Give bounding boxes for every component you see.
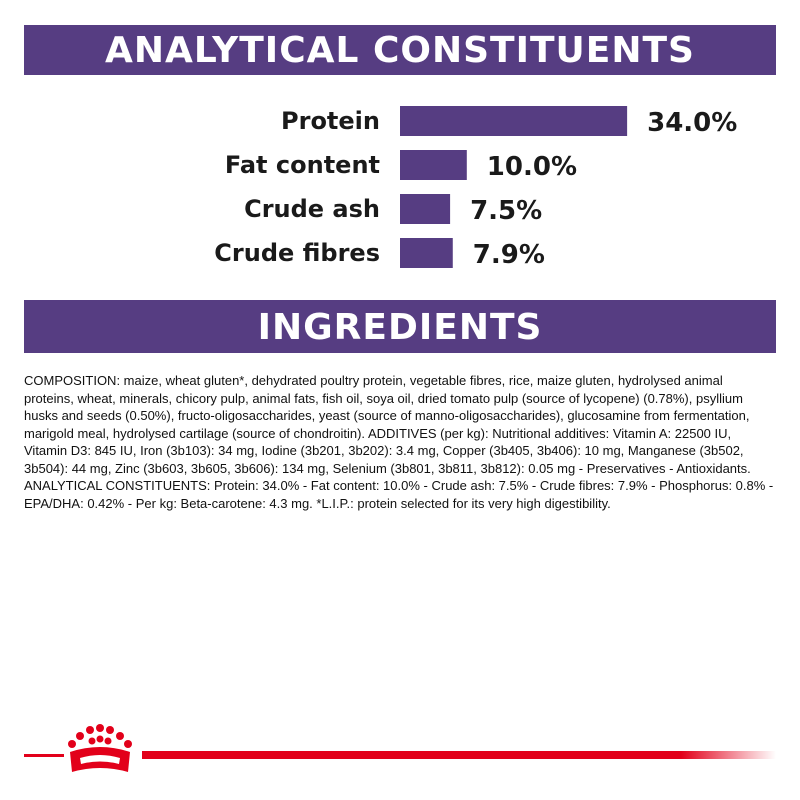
value-label: 7.9% bbox=[473, 240, 545, 270]
category-label: Crude fibres bbox=[214, 239, 380, 267]
category-label: Crude ash bbox=[244, 195, 380, 223]
bar bbox=[400, 150, 467, 180]
category-label: Protein bbox=[281, 107, 380, 135]
bar bbox=[400, 106, 628, 136]
value-label: 34.0% bbox=[647, 108, 737, 138]
bar bbox=[400, 238, 453, 268]
value-label: 7.5% bbox=[470, 196, 542, 226]
category-label: Fat content bbox=[225, 151, 380, 179]
section-header: ANALYTICAL CONSTITUENTS bbox=[24, 25, 776, 75]
chart: Protein 34.0% Fat content 10.0% Crude ash 7.5… bbox=[214, 106, 737, 270]
ingredients-text: COMPOSITION: maize, wheat gluten*, dehyd… bbox=[24, 373, 774, 511]
value-label: 10.0% bbox=[487, 152, 577, 182]
section-header: INGREDIENTS bbox=[24, 300, 776, 353]
bar bbox=[400, 194, 451, 224]
